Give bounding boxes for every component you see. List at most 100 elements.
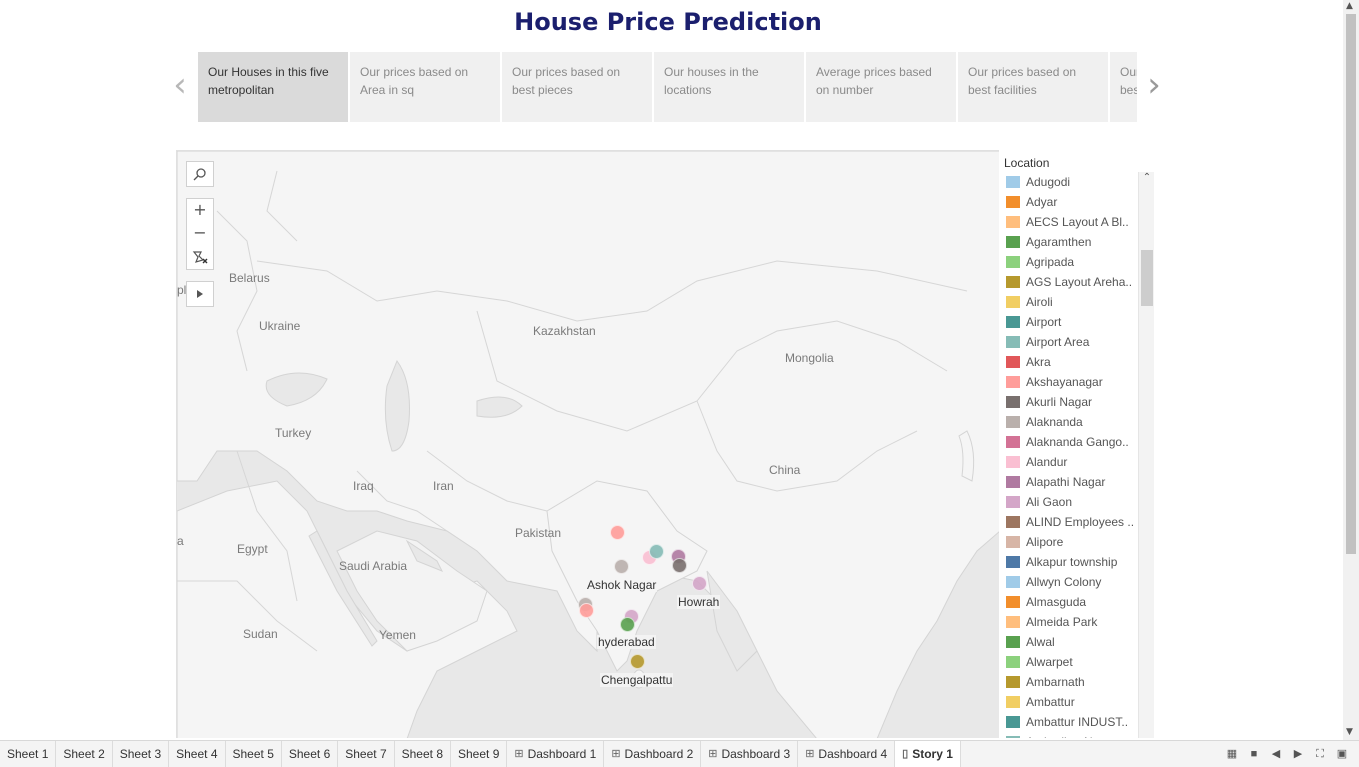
legend-item[interactable]: Ali Gaon bbox=[1004, 492, 1138, 512]
tab-sheet-7[interactable]: Sheet 7 bbox=[338, 741, 395, 767]
legend-item[interactable]: Akshayanagar bbox=[1004, 372, 1138, 392]
region-label: a bbox=[177, 534, 184, 548]
tab-sheet-3[interactable]: Sheet 3 bbox=[113, 741, 170, 767]
scroll-down-icon[interactable]: ▼ bbox=[1346, 727, 1353, 737]
chevron-left-icon[interactable]: ‹ bbox=[173, 65, 187, 105]
region-label: Mongolia bbox=[785, 351, 834, 365]
location-marker[interactable] bbox=[614, 559, 629, 574]
scroll-up-icon[interactable]: ▲ bbox=[1346, 1, 1353, 11]
legend-item[interactable]: Akra bbox=[1004, 352, 1138, 372]
tab-label: Sheet 2 bbox=[63, 746, 105, 761]
legend-scrollbar[interactable]: ⌃ bbox=[1138, 172, 1154, 738]
tab-dashboard-2[interactable]: ⊞ Dashboard 2 bbox=[604, 741, 702, 767]
legend-label: Alaknanda bbox=[1026, 415, 1083, 429]
legend-swatch bbox=[1006, 196, 1020, 208]
legend-swatch bbox=[1006, 516, 1020, 528]
page-scroll-thumb[interactable] bbox=[1346, 14, 1356, 554]
legend-label: Almeida Park bbox=[1026, 615, 1098, 629]
play-icon[interactable] bbox=[186, 281, 214, 307]
tab-sheet-2[interactable]: Sheet 2 bbox=[56, 741, 113, 767]
tab-sheet-9[interactable]: Sheet 9 bbox=[451, 741, 508, 767]
reset-map-icon[interactable] bbox=[186, 246, 214, 270]
location-marker[interactable] bbox=[672, 558, 687, 573]
legend-label: Adugodi bbox=[1026, 175, 1071, 189]
legend-label: Akra bbox=[1026, 355, 1051, 369]
legend-label: Airoli bbox=[1026, 295, 1053, 309]
legend-label: Alipore bbox=[1026, 535, 1064, 549]
legend-item[interactable]: Almasguda bbox=[1004, 592, 1138, 612]
legend-item[interactable]: Alwarpet bbox=[1004, 652, 1138, 672]
location-marker[interactable] bbox=[579, 603, 594, 618]
legend-item[interactable]: Airport Area bbox=[1004, 332, 1138, 352]
legend-item[interactable]: Alapathi Nagar bbox=[1004, 472, 1138, 492]
scroll-up-icon[interactable]: ⌃ bbox=[1142, 172, 1152, 183]
legend-item[interactable]: AGS Layout Areha.. bbox=[1004, 272, 1138, 292]
search-icon[interactable] bbox=[186, 161, 214, 187]
legend-item[interactable]: Airoli bbox=[1004, 292, 1138, 312]
legend-item[interactable]: Almeida Park bbox=[1004, 612, 1138, 632]
location-marker[interactable] bbox=[610, 525, 625, 540]
tab-sheet-8[interactable]: Sheet 8 bbox=[395, 741, 451, 767]
region-label: Yemen bbox=[379, 628, 416, 642]
legend-swatch bbox=[1006, 236, 1020, 248]
legend-label: Akshayanagar bbox=[1026, 375, 1103, 389]
legend-item[interactable]: Adugodi bbox=[1004, 172, 1138, 192]
next-icon[interactable]: ▶ bbox=[1293, 748, 1303, 760]
legend-item[interactable]: Agaramthen bbox=[1004, 232, 1138, 252]
legend-item[interactable]: AECS Layout A Bl.. bbox=[1004, 212, 1138, 232]
legend-item[interactable]: ALIND Employees .. bbox=[1004, 512, 1138, 532]
legend-item[interactable]: Ambattur bbox=[1004, 692, 1138, 712]
tab-dashboard-3[interactable]: ⊞ Dashboard 3 bbox=[701, 741, 799, 767]
tab-label: Sheet 4 bbox=[176, 746, 218, 761]
legend-item[interactable]: Alkapur township bbox=[1004, 552, 1138, 572]
legend-item[interactable]: Ambedkar Nagar bbox=[1004, 732, 1138, 738]
legend-item[interactable]: Ambarnath bbox=[1004, 672, 1138, 692]
tab-sheet-1[interactable]: Sheet 1 bbox=[0, 741, 57, 767]
tab-dashboard-1[interactable]: ⊞ Dashboard 1 bbox=[507, 741, 605, 767]
legend-item[interactable]: Alipore bbox=[1004, 532, 1138, 552]
story-point-4[interactable]: Our houses in the locations bbox=[654, 52, 804, 122]
location-marker[interactable] bbox=[620, 617, 635, 632]
legend-item[interactable]: Allwyn Colony bbox=[1004, 572, 1138, 592]
legend-item[interactable]: Alaknanda Gango.. bbox=[1004, 432, 1138, 452]
fullscreen-icon[interactable]: ⛶ bbox=[1316, 748, 1324, 760]
map-view[interactable]: Belarus Ukraine Kazakhstan Mongolia Turk… bbox=[176, 150, 999, 738]
zoom-out-button[interactable]: − bbox=[186, 222, 214, 246]
presentation-icon[interactable]: ▣ bbox=[1336, 748, 1348, 760]
tabs-icon[interactable]: ■ bbox=[1250, 748, 1258, 760]
city-label: Howrah bbox=[677, 595, 721, 609]
legend-item[interactable]: Akurli Nagar bbox=[1004, 392, 1138, 412]
previous-icon[interactable]: ◀ bbox=[1271, 748, 1281, 760]
story-point-2[interactable]: Our prices based on Area in sq bbox=[350, 52, 500, 122]
legend-item[interactable]: Alandur bbox=[1004, 452, 1138, 472]
chevron-right-icon[interactable]: › bbox=[1147, 65, 1161, 105]
story-point-3[interactable]: Our prices based on best pieces bbox=[502, 52, 652, 122]
legend-item[interactable]: Alwal bbox=[1004, 632, 1138, 652]
legend-item[interactable]: Agripada bbox=[1004, 252, 1138, 272]
tab-dashboard-4[interactable]: ⊞ Dashboard 4 bbox=[798, 741, 896, 767]
legend-item[interactable]: Adyar bbox=[1004, 192, 1138, 212]
legend-label: Ambedkar Nagar bbox=[1026, 735, 1136, 738]
location-marker[interactable] bbox=[692, 576, 707, 591]
story-point-7[interactable]: Our prices based on best bbox=[1110, 52, 1137, 122]
legend-item[interactable]: Airport bbox=[1004, 312, 1138, 332]
story-point-6[interactable]: Our prices based on best facilities bbox=[958, 52, 1108, 122]
legend-swatch bbox=[1006, 576, 1020, 588]
tab-sheet-4[interactable]: Sheet 4 bbox=[169, 741, 226, 767]
tab-story-1[interactable]: ▯ Story 1 bbox=[895, 741, 961, 767]
tab-sheet-5[interactable]: Sheet 5 bbox=[226, 741, 282, 767]
location-marker[interactable] bbox=[649, 544, 664, 559]
story-point-1[interactable]: Our Houses in this five metropolitan bbox=[198, 52, 348, 122]
legend-item[interactable]: Ambattur INDUST.. bbox=[1004, 712, 1138, 732]
legend-swatch bbox=[1006, 176, 1020, 188]
tab-sheet-6[interactable]: Sheet 6 bbox=[282, 741, 339, 767]
location-marker[interactable] bbox=[630, 654, 645, 669]
zoom-in-button[interactable]: + bbox=[186, 198, 214, 222]
tab-label: Sheet 1 bbox=[7, 746, 49, 761]
legend-scroll-thumb[interactable] bbox=[1141, 250, 1153, 306]
legend-item[interactable]: Alaknanda bbox=[1004, 412, 1138, 432]
story-point-5[interactable]: Average prices based on number bbox=[806, 52, 956, 122]
page-scrollbar[interactable]: ▲ ▼ bbox=[1343, 0, 1359, 740]
filmstrip-icon[interactable]: ▦ bbox=[1226, 748, 1238, 760]
tab-label: Sheet 9 bbox=[458, 746, 500, 761]
